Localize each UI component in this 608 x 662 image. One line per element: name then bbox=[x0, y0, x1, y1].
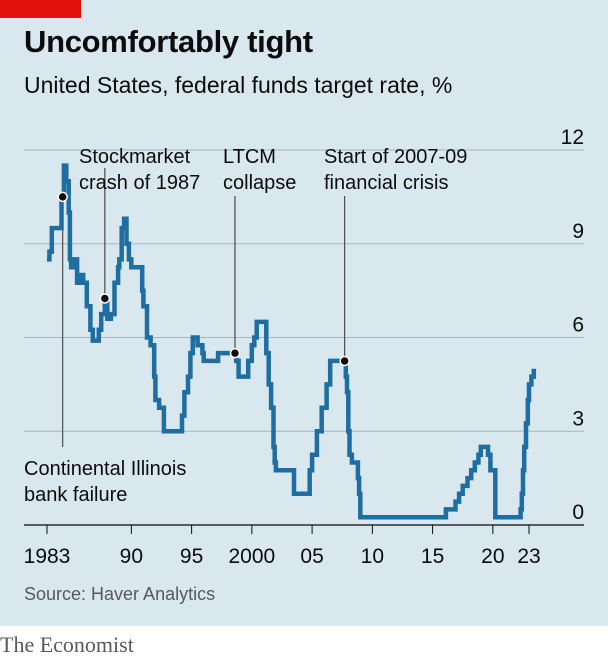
annotation-label: bank failure bbox=[24, 484, 127, 506]
x-tick-label: 95 bbox=[180, 545, 203, 568]
annotation-leaders bbox=[62, 168, 346, 447]
line-chart: Continental Illinois bank failure Stockmar… bbox=[24, 126, 584, 568]
x-tick-label: 05 bbox=[300, 545, 323, 568]
x-tick-label: 10 bbox=[361, 545, 384, 568]
annotation-dot bbox=[339, 355, 350, 367]
y-tick-label: 12 bbox=[561, 126, 584, 149]
chart-title: Uncomfortably tight bbox=[24, 24, 313, 59]
annotation-label: LTCM bbox=[223, 146, 276, 168]
x-tick-label: 20 bbox=[481, 545, 504, 568]
rate-series-line bbox=[47, 163, 537, 520]
y-tick-label: 0 bbox=[572, 501, 584, 524]
brand-red-tag bbox=[0, 0, 81, 18]
annotation-label: crash of 1987 bbox=[79, 172, 200, 194]
y-tick-label: 9 bbox=[572, 220, 584, 243]
grid-layer bbox=[24, 149, 584, 534]
annotation-label: collapse bbox=[223, 172, 296, 194]
publisher-logo: The Economist bbox=[0, 632, 134, 657]
annotation-label: Start of 2007-09 bbox=[324, 146, 467, 168]
x-tick-label: 90 bbox=[120, 545, 143, 568]
annotation-label: financial crisis bbox=[324, 172, 448, 194]
x-tick-label: 1983 bbox=[24, 545, 71, 568]
annotation-dot bbox=[229, 347, 241, 359]
x-tick-labels: 1983 90 95 2000 05 10 15 20 23 bbox=[24, 545, 541, 568]
annotation-label: Stockmarket bbox=[79, 146, 191, 168]
chart-subtitle: United States, federal funds target rate… bbox=[24, 72, 453, 98]
x-tick-label: 23 bbox=[517, 545, 540, 568]
annotation-label: Continental Illinois bbox=[24, 458, 186, 480]
y-tick-labels: 0 3 6 9 12 bbox=[561, 126, 584, 524]
y-tick-label: 6 bbox=[572, 314, 584, 337]
annotation-dots bbox=[57, 191, 350, 367]
annotation-labels: Continental Illinois bank failure Stockmar… bbox=[24, 146, 467, 506]
annotation-dot bbox=[57, 191, 68, 203]
y-tick-label: 3 bbox=[572, 407, 584, 430]
line-layer bbox=[47, 163, 537, 520]
annotation-dot bbox=[99, 293, 111, 304]
x-tick-label: 15 bbox=[421, 545, 444, 568]
source-note: Source: Haver Analytics bbox=[24, 584, 216, 604]
x-tick-label: 2000 bbox=[228, 545, 275, 568]
